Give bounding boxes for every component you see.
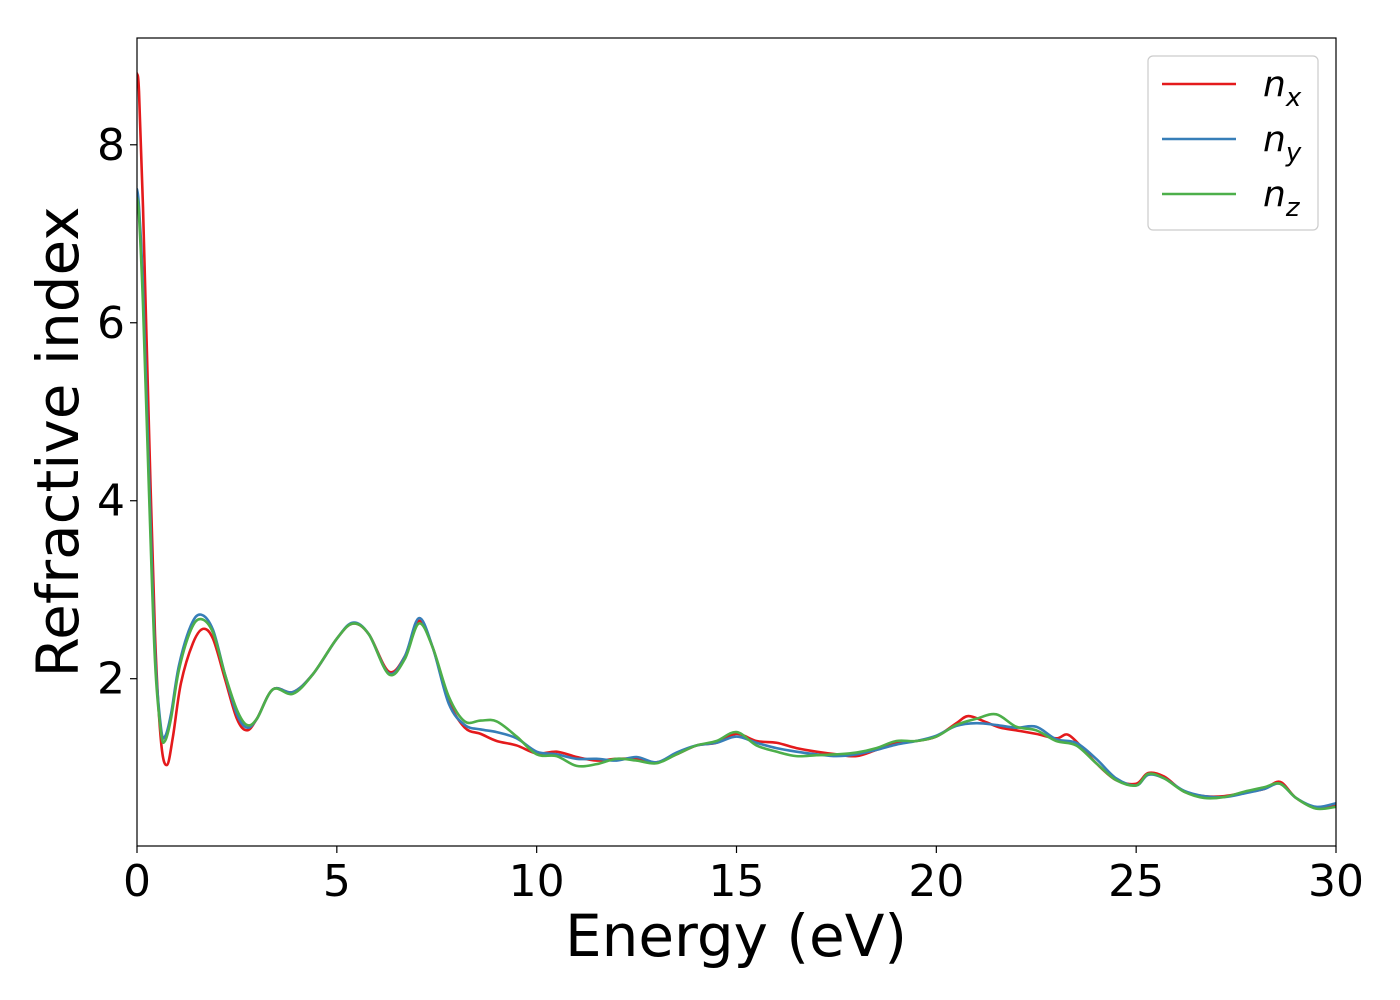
x-tick-label: 25 bbox=[1108, 856, 1164, 907]
legend-frame bbox=[1147, 55, 1319, 231]
legend-label-subscript: z bbox=[1285, 193, 1301, 223]
y-tick-label: 6 bbox=[97, 298, 125, 349]
x-tick-label: 0 bbox=[123, 856, 151, 907]
legend-label-subscript: x bbox=[1285, 83, 1302, 113]
x-axis-title: Energy (eV) bbox=[565, 902, 907, 970]
x-axis: 0 5 10 15 20 25 30 bbox=[123, 846, 1364, 907]
series-line-n-z bbox=[137, 196, 1336, 811]
legend-label-n-x: nx bbox=[1263, 64, 1302, 113]
legend-label-n-y: ny bbox=[1263, 119, 1302, 168]
x-tick-label: 20 bbox=[908, 856, 964, 907]
y-tick-label: 8 bbox=[97, 120, 125, 171]
y-axis: 2 4 6 8 bbox=[97, 120, 137, 705]
y-axis-title: Refractive index bbox=[24, 206, 92, 677]
series-layer bbox=[137, 72, 1336, 811]
y-tick-label: 2 bbox=[97, 654, 125, 705]
x-tick-label: 30 bbox=[1308, 856, 1364, 907]
y-tick-label: 4 bbox=[97, 476, 125, 527]
legend-label-main: n bbox=[1263, 64, 1286, 105]
legend-label-subscript: y bbox=[1285, 138, 1302, 168]
legend-label-main: n bbox=[1263, 174, 1286, 215]
legend-label-main: n bbox=[1263, 119, 1286, 160]
x-tick-label: 15 bbox=[709, 856, 765, 907]
legend-label-n-z: nz bbox=[1263, 174, 1301, 223]
x-tick-label: 10 bbox=[509, 856, 565, 907]
x-tick-label: 5 bbox=[323, 856, 351, 907]
